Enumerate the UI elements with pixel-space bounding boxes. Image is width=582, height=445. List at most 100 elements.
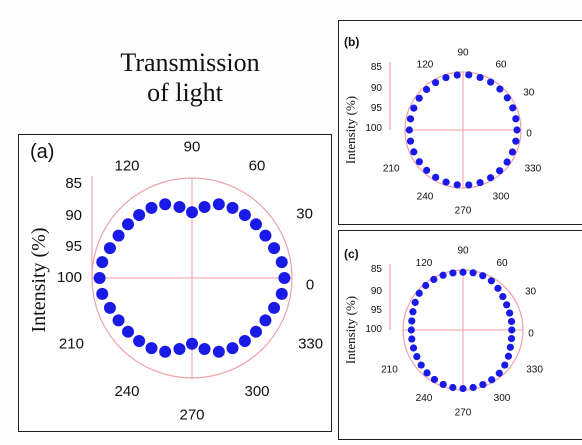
panel-c-data-point	[504, 352, 513, 360]
panel-a-data-point	[112, 314, 125, 327]
panel-a-radial-tick-label: 90	[65, 207, 82, 224]
panel-b-data-point	[406, 115, 415, 123]
panel-a-data-point	[112, 229, 125, 242]
panel-c-angle-tick-label: 60	[496, 258, 508, 269]
panel-b-angle-tick-label: 60	[495, 60, 507, 71]
panel-b-data-point	[503, 94, 511, 102]
panel-c-data-point	[417, 361, 425, 369]
panel-c-data-point	[413, 353, 421, 361]
panel-a-data-point	[173, 200, 186, 213]
panel-a-data-point	[249, 218, 262, 231]
panel-a-data-point	[186, 337, 198, 350]
panel-c-angle-tick-label: 30	[525, 287, 537, 298]
panel-a-data-point	[198, 200, 211, 213]
panel-b-radial-tick-label: 85	[371, 62, 383, 73]
panel-a-angle-tick-label: 240	[114, 383, 139, 400]
panel-c-frame	[338, 230, 582, 440]
panel-b-data-point	[415, 158, 423, 166]
panel-c-data-point	[430, 275, 438, 284]
panel-b-data-point	[508, 148, 517, 156]
panel-b-data-point	[476, 178, 484, 187]
panel-a-radial-tick-label: 85	[65, 175, 82, 192]
panel-a-label: (a)	[30, 141, 54, 163]
panel-a-data-point	[238, 335, 251, 348]
panel-a-radial-tick-label: 100	[57, 269, 82, 286]
panel-a-angle-tick-label: 30	[296, 205, 313, 222]
panel-a-angle-tick-label: 330	[298, 335, 323, 352]
panel-b-frame	[338, 20, 582, 225]
panel-c-data-point	[469, 269, 477, 277]
panel-a-frame	[18, 134, 332, 432]
panel-a-data-point	[268, 242, 281, 255]
panel-b-angle-tick-label: 90	[457, 48, 469, 59]
panel-b-data-point	[453, 181, 461, 189]
panel-c-data-point	[501, 361, 509, 369]
panel-b-data-point	[422, 85, 431, 94]
panel-a-data-point	[145, 201, 158, 214]
panel-b-angle-tick-label: 330	[524, 164, 541, 175]
panel-b-data-point	[432, 173, 440, 181]
panel-b-data-point	[415, 94, 423, 102]
panel-b-data-point	[512, 137, 520, 145]
panel-c-data-point	[449, 269, 457, 277]
panel-b-data-point	[496, 85, 504, 93]
panel-a-angle-tick-label: 270	[179, 406, 204, 423]
panel-a-data-point	[122, 325, 135, 338]
panel-b-data-point	[487, 78, 495, 86]
panel-c-data-point	[407, 326, 415, 334]
panel-b-data-point	[453, 71, 461, 79]
heading-line-1: Transmission	[120, 48, 260, 77]
panel-c-data-point	[508, 326, 516, 334]
panel-a-data-point	[259, 314, 272, 327]
panel-a-data-point	[173, 343, 186, 356]
panel-c-data-point	[409, 308, 417, 316]
panel-b-angle-tick-label: 210	[383, 164, 400, 175]
panel-c-data-point	[449, 383, 457, 392]
heading-line-2: of light	[147, 78, 223, 107]
panel-c-data-point	[488, 376, 496, 384]
panel-a-data-point	[122, 218, 135, 231]
panel-a-data-point	[159, 345, 172, 358]
panel-b-data-point	[410, 104, 418, 112]
figure-heading: Transmission of light	[70, 48, 310, 108]
panel-c-data-point	[487, 277, 495, 285]
panel-c-data-point	[408, 317, 416, 325]
panel-c-angle-tick-label: 90	[457, 246, 469, 257]
panel-b-radial-tick-label: 100	[365, 123, 382, 134]
panel-c-data-point	[439, 271, 447, 279]
panel-c-data-point	[506, 309, 514, 317]
panel-a-radial-tick-label: 95	[65, 238, 82, 255]
panel-b-data-point	[442, 73, 450, 82]
panel-a-data-point	[278, 272, 291, 284]
panel-c-data-point	[503, 301, 511, 309]
panel-a-data-point	[133, 335, 146, 348]
panel-b-data-point	[442, 178, 450, 186]
panel-b-angle-tick-label: 270	[455, 206, 472, 217]
panel-a-data-point	[103, 242, 116, 255]
panel-a-data-point	[226, 201, 239, 214]
panel-b-data-point	[476, 73, 484, 82]
panel-a-data-point	[238, 208, 251, 221]
panel-a-angle-tick-label: 60	[249, 158, 266, 175]
panel-c-radial-tick-label: 95	[371, 305, 383, 316]
panel-c-data-point	[422, 281, 430, 290]
panel-a-angle-tick-label: 0	[306, 276, 314, 293]
panel-c-data-point	[494, 284, 502, 292]
panel-b-radial-tick-label: 95	[371, 103, 383, 114]
panel-b-angle-tick-label: 240	[417, 191, 434, 202]
panel-a-data-point	[275, 287, 288, 300]
panel-b-label: (b)	[344, 35, 359, 49]
panel-c-data-point	[423, 369, 431, 377]
panel-a-data-point	[198, 343, 211, 356]
panel-c-angle-tick-label: 270	[455, 408, 472, 419]
panel-a-data-point	[226, 342, 239, 355]
panel-b-ylabel: Intensity (%)	[343, 96, 358, 164]
panel-a-data-point	[103, 301, 116, 314]
panel-b-data-point	[465, 181, 473, 189]
panel-a-data-point	[145, 342, 158, 355]
panel-b-data-point	[512, 115, 520, 123]
panel-c-radial-tick-label: 90	[371, 286, 383, 297]
panel-c-data-point	[459, 268, 467, 276]
panel-c-ylabel: Intensity (%)	[343, 296, 358, 364]
